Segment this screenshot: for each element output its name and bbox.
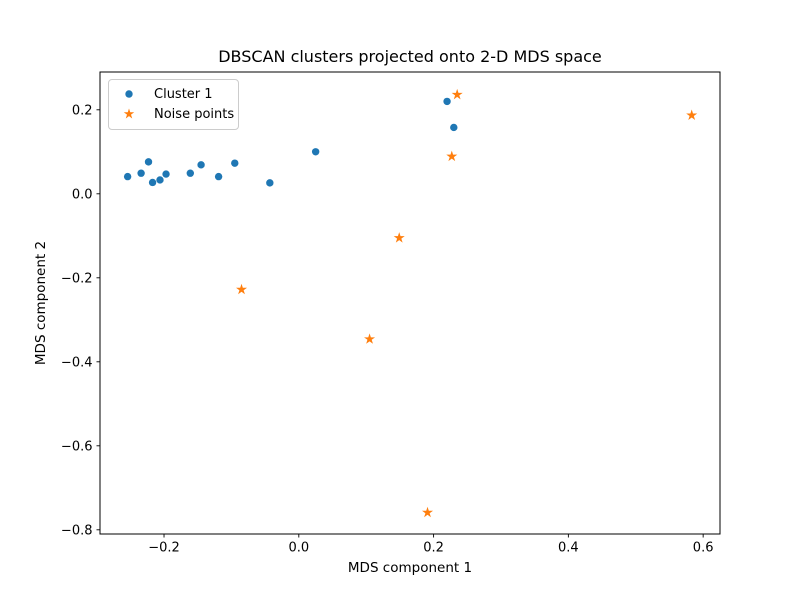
- y-tick-label: −0.2: [61, 271, 93, 286]
- legend-label-cluster-1: Cluster 1: [154, 86, 213, 102]
- data-point-cluster-1: [266, 179, 274, 187]
- legend-item-noise-points: Noise points: [120, 104, 234, 124]
- data-point-cluster-1: [450, 123, 458, 132]
- data-point-noise-points: [446, 150, 458, 162]
- data-point-cluster-1: [144, 158, 153, 166]
- data-point-cluster-1: [231, 159, 239, 167]
- y-tick-label: −0.6: [61, 439, 93, 454]
- data-point-noise-points: [422, 506, 434, 518]
- data-point-cluster-1: [197, 161, 205, 169]
- data-point-noise-points: [364, 333, 376, 344]
- data-point-noise-points: [451, 88, 463, 100]
- star-marker-icon: [123, 108, 135, 119]
- y-tick-label: 0.2: [72, 103, 93, 118]
- y-axis-label: MDS component 2: [33, 240, 49, 366]
- y-tick-label: −0.4: [61, 355, 93, 370]
- x-tick-label: 0.4: [558, 541, 579, 556]
- legend-label-noise-points: Noise points: [154, 106, 235, 122]
- x-tick-label: 0.2: [423, 541, 444, 556]
- data-point-cluster-1: [162, 170, 170, 178]
- data-point-noise-points: [686, 109, 698, 120]
- x-axis-label: MDS component 1: [347, 560, 473, 576]
- circle-marker-icon: [125, 90, 133, 98]
- data-point-cluster-1: [214, 172, 223, 181]
- axes-frame: [99, 71, 721, 535]
- data-point-cluster-1: [137, 169, 145, 177]
- chart-title: DBSCAN clusters projected onto 2-D MDS s…: [218, 47, 602, 66]
- x-tick-label: −0.2: [148, 541, 180, 556]
- data-point-noise-points: [393, 232, 405, 243]
- data-point-noise-points: [236, 283, 248, 295]
- y-tick-label: −0.8: [61, 523, 93, 538]
- data-point-cluster-1: [123, 172, 132, 181]
- x-tick-label: 0.0: [288, 541, 309, 556]
- data-point-cluster-1: [311, 148, 320, 156]
- data-point-cluster-1: [148, 178, 157, 187]
- y-tick-label: 0.0: [72, 187, 93, 202]
- legend: Cluster 1 Noise points: [108, 79, 239, 130]
- data-point-cluster-1: [186, 169, 194, 177]
- data-point-cluster-1: [443, 97, 451, 106]
- legend-item-cluster-1: Cluster 1: [120, 84, 234, 104]
- x-tick-label: 0.6: [693, 541, 714, 556]
- data-point-cluster-1: [156, 176, 164, 184]
